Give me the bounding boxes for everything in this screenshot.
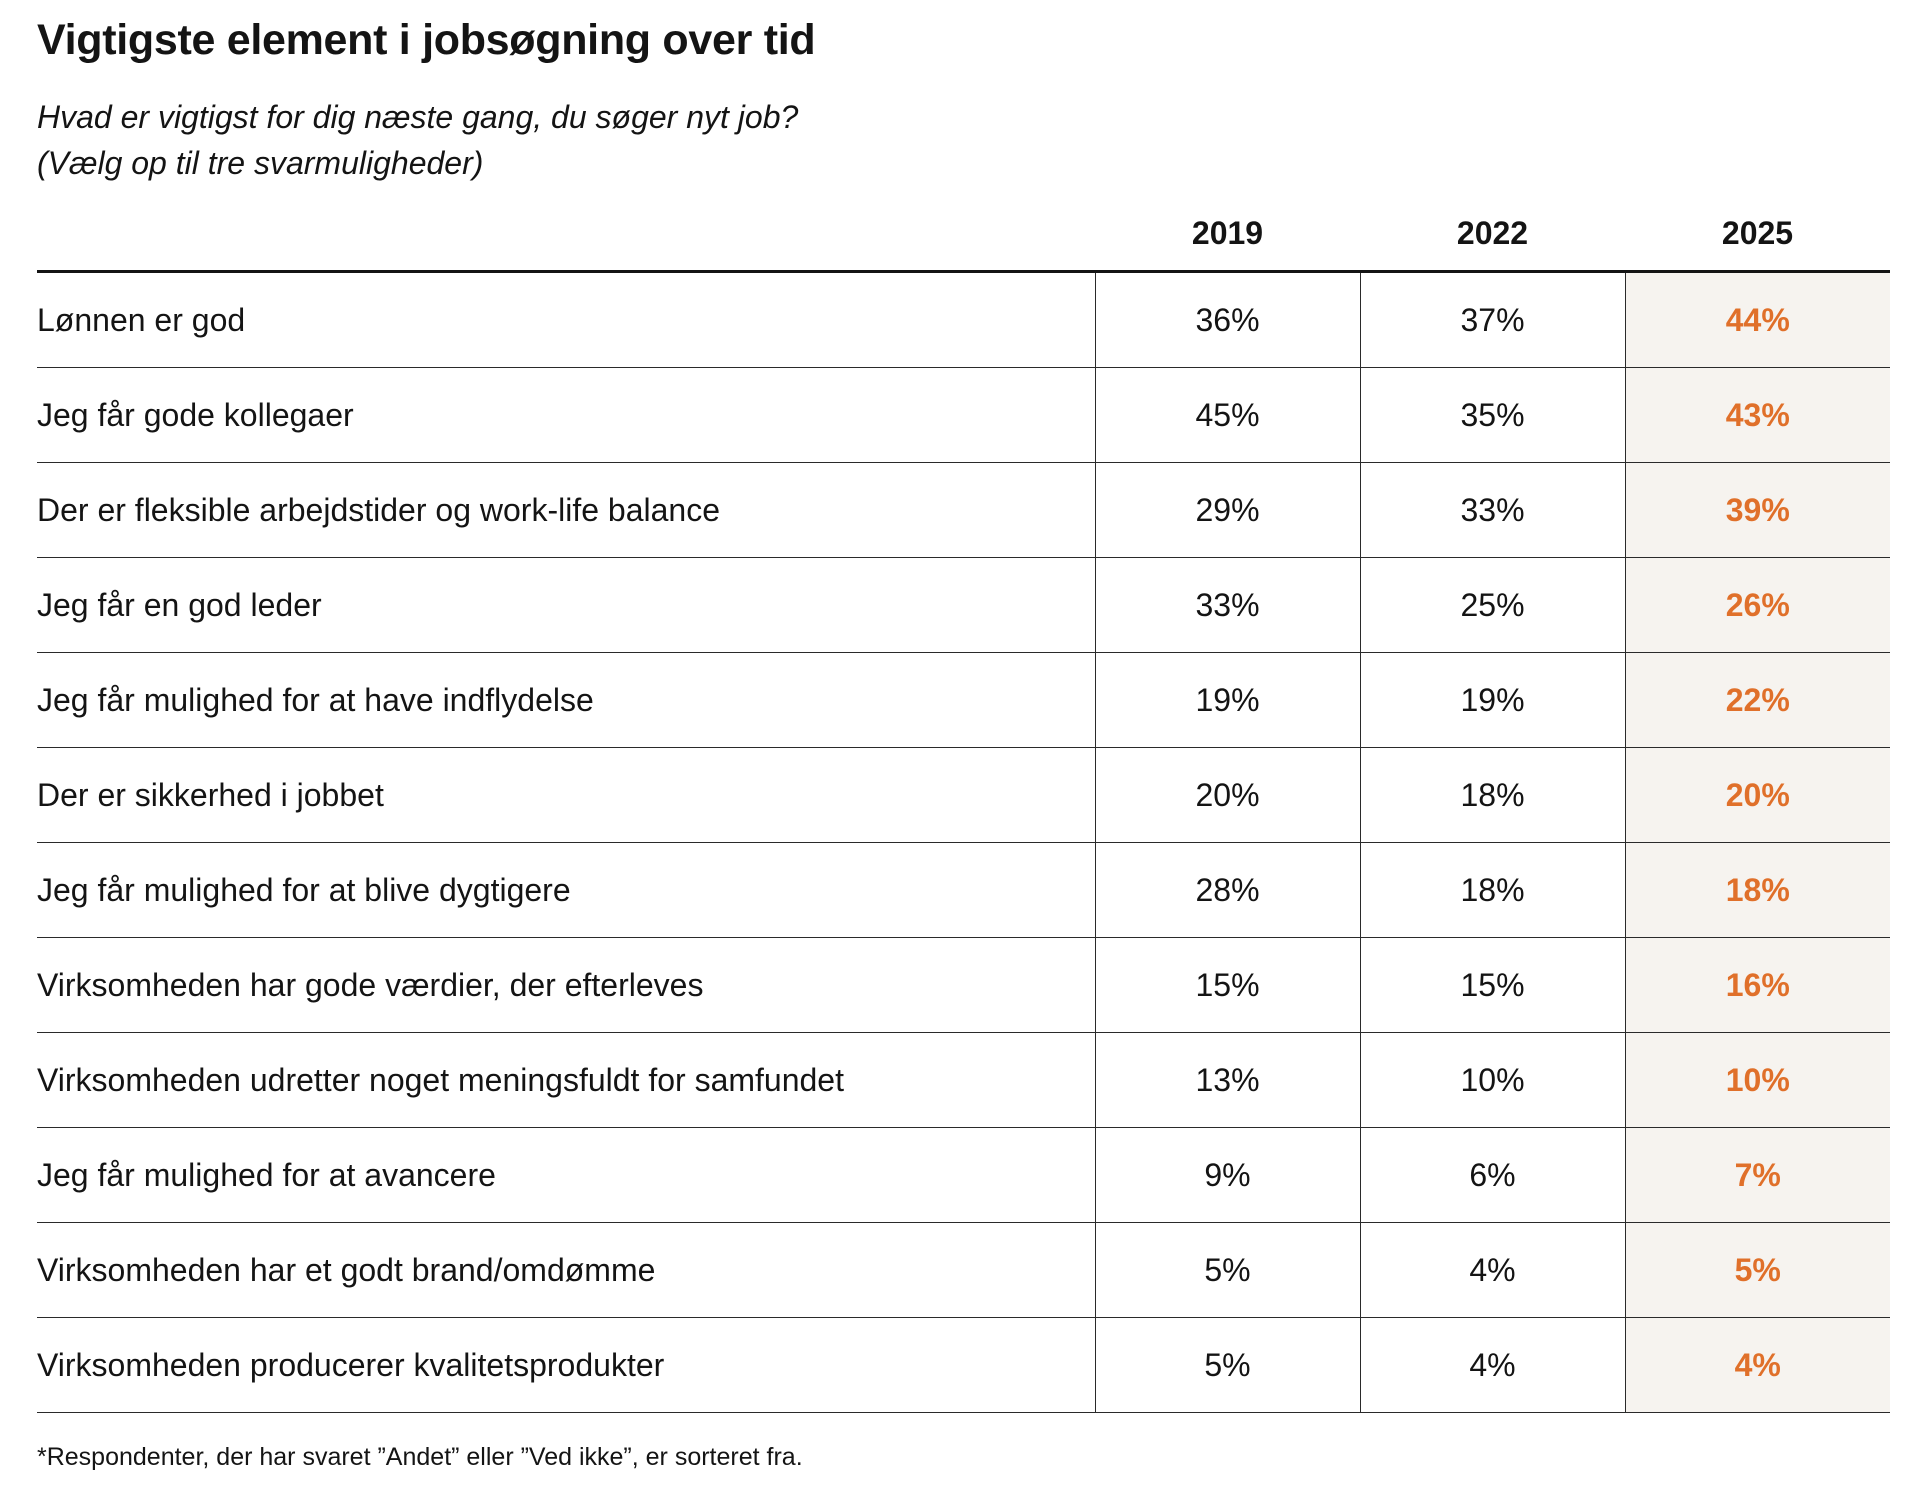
value-cell-2025: 7% — [1624, 1127, 1890, 1223]
value-cell-2025: 10% — [1624, 1032, 1890, 1128]
value-cell-2019: 20% — [1094, 747, 1360, 843]
value-cell-2019: 33% — [1094, 557, 1360, 653]
value-cell-2022: 37% — [1359, 271, 1625, 368]
value-cell-2025: 16% — [1624, 937, 1890, 1033]
header-year-2019: 2019 — [1095, 196, 1360, 273]
value-cell-2019: 45% — [1094, 367, 1360, 463]
footnote: *Respondenter, der har svaret ”Andet” el… — [37, 1443, 803, 1471]
table-row: Virksomheden har gode værdier, der efter… — [37, 937, 1890, 1033]
table-row: Jeg får mulighed for at have indflydelse… — [37, 652, 1890, 748]
subtitle-line-2: (Vælg op til tre svarmuligheder) — [37, 145, 484, 181]
row-label: Jeg får mulighed for at avancere — [37, 1127, 1095, 1223]
value-cell-2025: 44% — [1624, 271, 1890, 368]
value-cell-2025: 26% — [1624, 557, 1890, 653]
value-cell-2025: 18% — [1624, 842, 1890, 938]
table-body: Lønnen er god 36% 37% 44% Jeg får gode kolle… — [37, 271, 1890, 1413]
row-label: Jeg får mulighed for at blive dygtigere — [37, 842, 1095, 938]
value-cell-2022: 18% — [1359, 842, 1625, 938]
value-cell-2025: 22% — [1624, 652, 1890, 748]
table-row: Jeg får en god leder 33% 25% 26% — [37, 557, 1890, 653]
value-cell-2019: 19% — [1094, 652, 1360, 748]
row-label: Der er sikkerhed i jobbet — [37, 747, 1095, 843]
chart-title: Vigtigste element i jobsøgning over tid — [37, 16, 816, 64]
table-row: Virksomheden har et godt brand/omdømme 5%… — [37, 1222, 1890, 1318]
value-cell-2025: 43% — [1624, 367, 1890, 463]
value-cell-2025: 39% — [1624, 462, 1890, 558]
header-label-cell — [37, 196, 1095, 273]
subtitle-line-1: Hvad er vigtigst for dig næste gang, du … — [37, 99, 799, 135]
results-table: 2019 2022 2025 Lønnen er god 36% 37% 44% Jeg… — [37, 196, 1890, 1413]
value-cell-2019: 13% — [1094, 1032, 1360, 1128]
header-row: 2019 2022 2025 — [37, 196, 1890, 273]
value-cell-2019: 5% — [1094, 1222, 1360, 1318]
row-label: Virksomheden har et godt brand/omdømme — [37, 1222, 1095, 1318]
row-label: Der er fleksible arbejdstider og work-li… — [37, 462, 1095, 558]
table-row: Jeg får mulighed for at avancere 9% 6% 7% — [37, 1127, 1890, 1223]
value-cell-2019: 5% — [1094, 1317, 1360, 1413]
row-label: Lønnen er god — [37, 271, 1095, 368]
row-label: Virksomheden udretter noget meningsfuldt… — [37, 1032, 1095, 1128]
row-label: Jeg får gode kollegaer — [37, 367, 1095, 463]
value-cell-2019: 36% — [1094, 271, 1360, 368]
row-label: Jeg får mulighed for at have indflydelse — [37, 652, 1095, 748]
value-cell-2025: 5% — [1624, 1222, 1890, 1318]
header-year-2025: 2025 — [1625, 196, 1890, 273]
table-row: Der er fleksible arbejdstider og work-li… — [37, 462, 1890, 558]
value-cell-2025: 20% — [1624, 747, 1890, 843]
value-cell-2025: 4% — [1624, 1317, 1890, 1413]
value-cell-2019: 28% — [1094, 842, 1360, 938]
value-cell-2022: 19% — [1359, 652, 1625, 748]
value-cell-2022: 18% — [1359, 747, 1625, 843]
value-cell-2022: 35% — [1359, 367, 1625, 463]
value-cell-2022: 10% — [1359, 1032, 1625, 1128]
value-cell-2019: 9% — [1094, 1127, 1360, 1223]
header-year-2022: 2022 — [1360, 196, 1625, 273]
table-row: Virksomheden producerer kvalitetsprodukt… — [37, 1317, 1890, 1413]
value-cell-2019: 15% — [1094, 937, 1360, 1033]
chart-subtitle: Hvad er vigtigst for dig næste gang, du … — [37, 94, 798, 186]
row-label: Virksomheden producerer kvalitetsprodukt… — [37, 1317, 1095, 1413]
value-cell-2019: 29% — [1094, 462, 1360, 558]
value-cell-2022: 4% — [1359, 1317, 1625, 1413]
row-label: Virksomheden har gode værdier, der efter… — [37, 937, 1095, 1033]
table-row: Der er sikkerhed i jobbet 20% 18% 20% — [37, 747, 1890, 843]
value-cell-2022: 25% — [1359, 557, 1625, 653]
value-cell-2022: 33% — [1359, 462, 1625, 558]
value-cell-2022: 15% — [1359, 937, 1625, 1033]
value-cell-2022: 6% — [1359, 1127, 1625, 1223]
table-row: Lønnen er god 36% 37% 44% — [37, 271, 1890, 368]
table-row: Jeg får gode kollegaer 45% 35% 43% — [37, 367, 1890, 463]
row-label: Jeg får en god leder — [37, 557, 1095, 653]
table-row: Jeg får mulighed for at blive dygtigere 2… — [37, 842, 1890, 938]
value-cell-2022: 4% — [1359, 1222, 1625, 1318]
table-row: Virksomheden udretter noget meningsfuldt… — [37, 1032, 1890, 1128]
